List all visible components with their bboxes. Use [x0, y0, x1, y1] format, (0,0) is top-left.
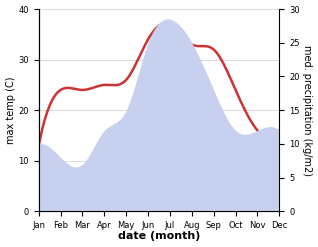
X-axis label: date (month): date (month) [118, 231, 200, 242]
Y-axis label: med. precipitation (kg/m2): med. precipitation (kg/m2) [302, 45, 313, 176]
Y-axis label: max temp (C): max temp (C) [5, 76, 16, 144]
